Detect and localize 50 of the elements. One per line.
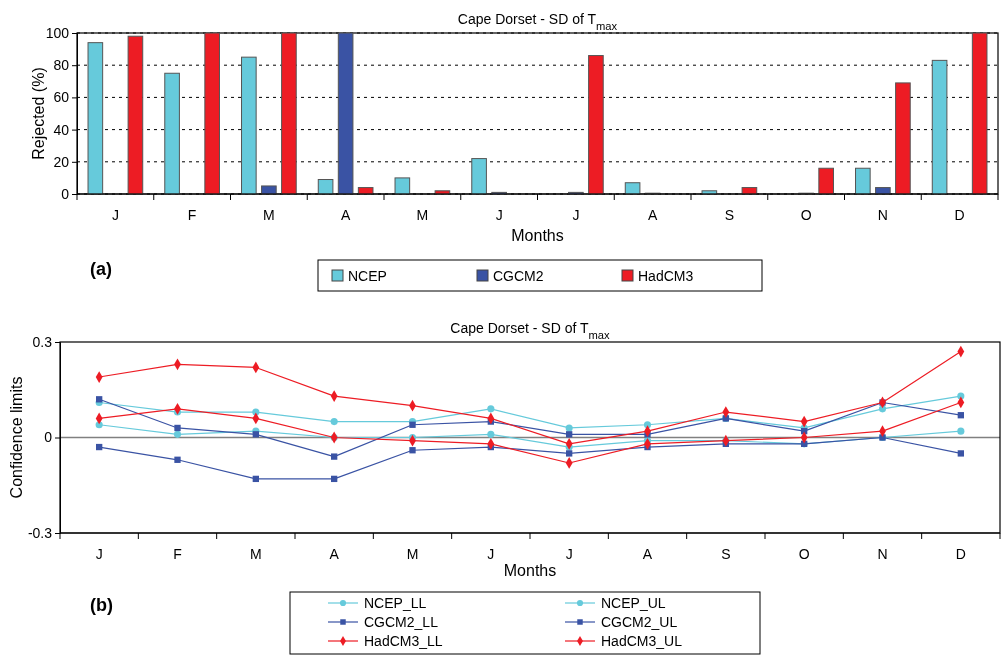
x-tick-label: D: [955, 546, 966, 562]
y-tick-label: 0: [44, 429, 53, 446]
x-tick-label: A: [647, 207, 658, 223]
y-tick-label: 80: [53, 57, 70, 74]
x-tick-label: M: [263, 207, 275, 223]
x-tick-label: J: [565, 546, 573, 562]
y-tick-label: 60: [53, 89, 70, 106]
text: (b): [90, 595, 113, 615]
x-tick-label: J: [111, 207, 119, 223]
x-axis-title: Months: [503, 562, 557, 579]
x-tick-label: F: [173, 546, 182, 562]
y-tick-label: 0: [61, 185, 70, 202]
x-tick-label: N: [877, 207, 888, 223]
x-tick-label: M: [416, 207, 429, 223]
legend-label: NCEP_UL: [601, 595, 666, 611]
x-tick-label: S: [721, 546, 731, 562]
legend-label: HadCM3: [638, 268, 694, 284]
legend-label: NCEP_LL: [364, 595, 427, 611]
legend-label: CGCM2_UL: [601, 614, 678, 630]
y-axis-title: Confidence limits: [8, 376, 25, 499]
x-tick-label: A: [340, 207, 351, 223]
chart-title: Cape Dorset - SD of T$_{max}$: [457, 11, 618, 32]
text: (a): [90, 259, 112, 279]
x-axis-title: Months: [511, 227, 564, 244]
y-axis-title: Rejected (%): [30, 67, 47, 160]
x-tick-label: N: [877, 546, 888, 562]
y-tick-label: 100: [45, 24, 70, 41]
legend-label: HadCM3_LL: [364, 633, 443, 649]
x-tick-label: J: [572, 207, 580, 223]
x-tick-label: J: [95, 546, 103, 562]
x-tick-label: A: [329, 546, 340, 562]
y-tick-label: -0.3: [27, 524, 53, 541]
chart-title: Cape Dorset - SD of T$_{max}$: [450, 320, 611, 341]
x-tick-label: F: [187, 207, 197, 223]
x-tick-label: J: [487, 546, 495, 562]
y-tick-label: 0.3: [32, 333, 53, 350]
x-tick-label: M: [250, 546, 262, 562]
x-tick-label: S: [724, 207, 735, 223]
y-tick-label: 20: [53, 153, 70, 170]
x-tick-label: O: [800, 207, 812, 223]
x-tick-label: M: [406, 546, 419, 562]
x-tick-label: J: [495, 207, 503, 223]
legend-label: CGCM2_LL: [364, 614, 439, 630]
legend-label: HadCM3_UL: [601, 633, 683, 649]
legend-label: NCEP: [348, 268, 387, 284]
y-tick-label: 40: [53, 121, 70, 138]
x-tick-label: O: [798, 546, 810, 562]
x-tick-label: D: [954, 207, 965, 223]
x-tick-label: A: [642, 546, 653, 562]
legend-label: CGCM2: [493, 268, 544, 284]
